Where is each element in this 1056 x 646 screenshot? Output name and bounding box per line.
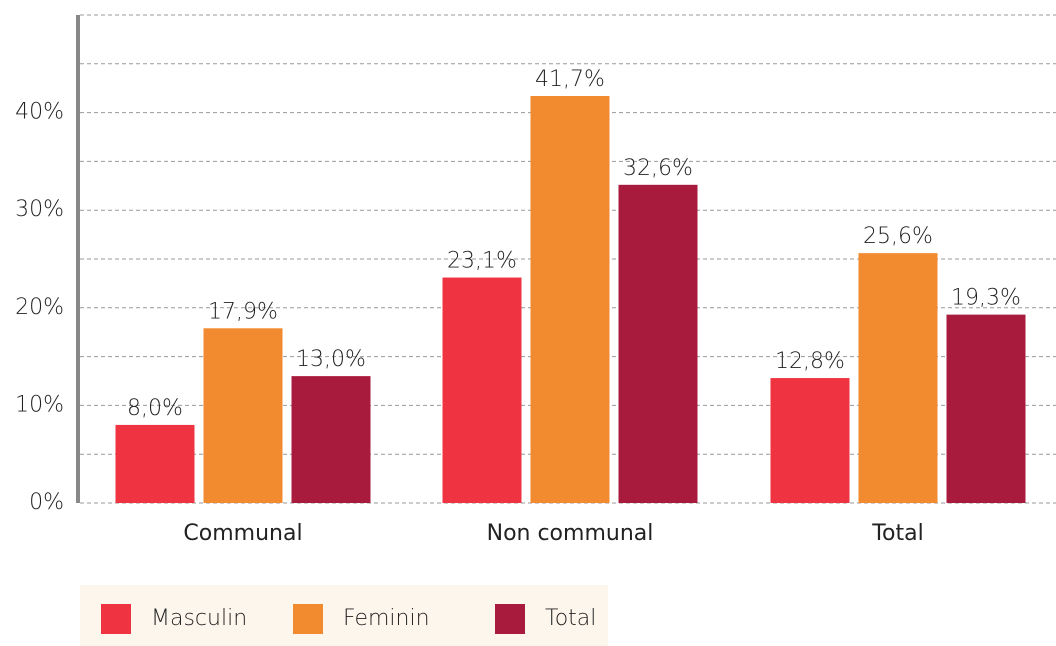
- bar: [203, 328, 283, 503]
- data-label: 17,9%: [208, 299, 278, 324]
- bar: [442, 277, 522, 503]
- y-tick-label: 20%: [15, 295, 64, 320]
- bar: [115, 424, 195, 503]
- x-tick-label: Communal: [183, 521, 302, 546]
- bar: [291, 376, 371, 503]
- y-tick-label: 0%: [29, 490, 64, 515]
- legend-label: Feminin: [343, 606, 430, 631]
- data-label: 41,7%: [535, 67, 605, 92]
- bar: [618, 184, 698, 503]
- legend-label: Masculin: [151, 606, 247, 631]
- legend-swatch: [495, 604, 525, 634]
- x-tick-label: Total: [871, 521, 923, 546]
- data-label: 23,1%: [447, 249, 517, 274]
- data-label: 19,3%: [951, 286, 1021, 311]
- y-tick-label: 30%: [15, 197, 64, 222]
- data-label: 8,0%: [127, 396, 183, 421]
- legend-swatch: [101, 604, 131, 634]
- data-label: 25,6%: [863, 224, 933, 249]
- bar: [858, 253, 938, 503]
- bar: [770, 378, 850, 503]
- data-label: 32,6%: [623, 156, 693, 181]
- y-tick-label: 10%: [15, 392, 64, 417]
- bar: [530, 96, 610, 504]
- bar: [946, 314, 1026, 503]
- data-label: 13,0%: [296, 347, 366, 372]
- y-tick-label: 40%: [15, 100, 64, 125]
- x-tick-label: Non communal: [487, 521, 654, 546]
- legend-swatch: [293, 604, 323, 634]
- data-label: 12,8%: [775, 349, 845, 374]
- legend-label: Total: [545, 606, 596, 631]
